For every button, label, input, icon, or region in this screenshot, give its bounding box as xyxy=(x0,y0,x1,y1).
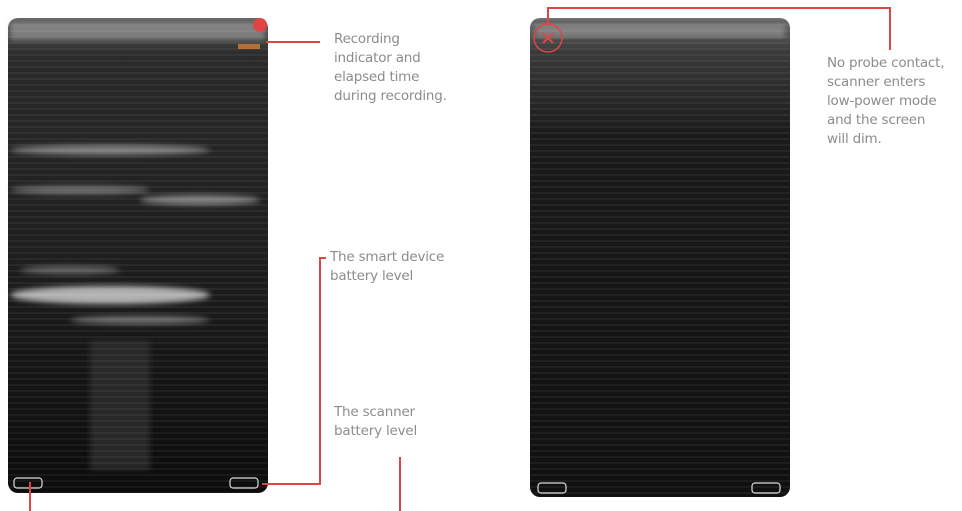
annotation-line: battery level xyxy=(334,423,418,439)
annotation-line: indicator and xyxy=(334,50,421,66)
no-contact-icon xyxy=(542,32,554,44)
annotation-line: The scanner xyxy=(334,404,415,420)
annotation-line: elapsed time xyxy=(334,69,420,85)
annotation-line: The smart device xyxy=(330,249,445,265)
annotation-line: Recording xyxy=(334,31,400,47)
scanner-battery-icon xyxy=(13,477,43,489)
right-screen xyxy=(530,18,790,497)
annotation-line: scanner enters xyxy=(827,74,926,90)
left-screen xyxy=(8,18,268,493)
leader-line xyxy=(547,7,891,50)
annotation-line: and the screen xyxy=(827,112,926,128)
annotation: The smart device battery level xyxy=(330,248,444,286)
annotation-line: low-power mode xyxy=(827,93,937,109)
annotation-line: during recording. xyxy=(334,88,447,104)
recording-dot xyxy=(253,18,267,32)
device-battery-icon xyxy=(229,477,259,489)
device-battery-icon xyxy=(751,482,781,494)
elapsed-time xyxy=(238,44,260,49)
annotation-line: No probe contact, xyxy=(827,55,945,71)
annotation: The scanner battery level xyxy=(334,403,417,441)
leader-lines xyxy=(29,7,891,511)
annotation: Recording indicator and elapsed time during… xyxy=(334,30,447,106)
annotation-line: will dim. xyxy=(827,131,882,147)
scanner-battery-icon xyxy=(537,482,567,494)
leader-line xyxy=(262,257,326,485)
annotation: No probe contact, scanner enters low-power… xyxy=(827,54,945,149)
annotation-line: battery level xyxy=(330,268,414,284)
